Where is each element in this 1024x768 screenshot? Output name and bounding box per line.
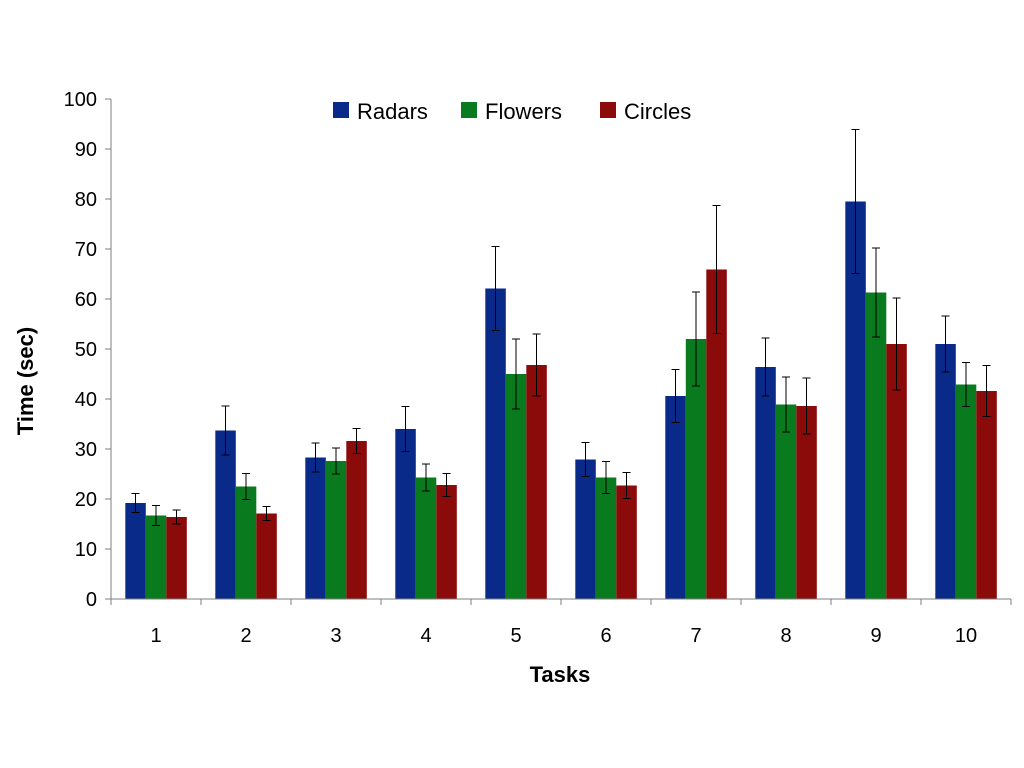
bar-circles-task-9	[886, 344, 907, 599]
x-tick-label-4: 4	[420, 625, 431, 647]
bar-flowers-task-2	[235, 486, 257, 599]
bar-radars-task-10	[935, 344, 956, 599]
error-bars-group	[131, 129, 991, 526]
axes-group: 0 10 20 30 40 50 60 70 80 90 100 1 2 3 4 5 6 7 8 9 10	[64, 89, 1012, 647]
legend-swatch-radars	[333, 102, 349, 118]
bar-radars-task-2	[215, 430, 236, 599]
bar-flowers-task-10	[955, 384, 977, 599]
y-tick-label-70: 70	[75, 239, 97, 261]
x-tick-label-1: 1	[150, 625, 161, 647]
y-tick-label-100: 100	[64, 89, 97, 111]
bar-radars-task-3	[305, 457, 326, 599]
bar-flowers-task-8	[775, 404, 797, 599]
bar-circles-task-4	[436, 485, 457, 599]
bar-circles-task-3	[346, 441, 367, 599]
bar-circles-task-8	[796, 406, 817, 599]
legend-label-radars: Radars	[357, 99, 428, 124]
bar-circles-task-7	[706, 269, 727, 599]
y-tick-label-80: 80	[75, 189, 97, 211]
bar-radars-task-8	[755, 367, 776, 599]
y-axis-title: Time (sec)	[13, 327, 38, 435]
x-tick-label-10: 10	[955, 625, 977, 647]
bar-flowers-task-1	[145, 515, 167, 599]
x-tick-label-6: 6	[600, 625, 611, 647]
y-tick-label-0: 0	[86, 589, 97, 611]
legend-label-circles: Circles	[624, 99, 691, 124]
bar-flowers-task-7	[685, 339, 707, 599]
bar-flowers-task-5	[505, 374, 527, 599]
y-tick-label-50: 50	[75, 339, 97, 361]
x-tick-label-7: 7	[690, 625, 701, 647]
bar-flowers-task-6	[595, 477, 617, 599]
y-tick-label-10: 10	[75, 539, 97, 561]
bar-radars-task-9	[845, 201, 866, 599]
bar-circles-task-10	[976, 391, 997, 599]
x-axis-title: Tasks	[530, 662, 591, 687]
y-tick-label-90: 90	[75, 139, 97, 161]
bar-radars-task-4	[395, 429, 416, 599]
legend-swatch-circles	[600, 102, 616, 118]
x-tick-label-2: 2	[240, 625, 251, 647]
legend-swatch-flowers	[461, 102, 477, 118]
bar-circles-task-2	[256, 513, 277, 599]
y-tick-label-40: 40	[75, 389, 97, 411]
bar-radars-task-6	[575, 459, 596, 599]
bar-circles-task-1	[166, 517, 187, 599]
bar-flowers-task-4	[415, 477, 437, 599]
legend-label-flowers: Flowers	[485, 99, 562, 124]
y-tick-label-60: 60	[75, 289, 97, 311]
bar-circles-task-6	[616, 485, 637, 599]
x-tick-label-5: 5	[510, 625, 521, 647]
y-tick-label-30: 30	[75, 439, 97, 461]
bar-radars-task-5	[485, 288, 506, 599]
x-tick-label-8: 8	[780, 625, 791, 647]
bar-circles-task-5	[526, 365, 547, 599]
bar-flowers-task-3	[325, 461, 347, 599]
x-tick-label-3: 3	[330, 625, 341, 647]
bars-group	[125, 201, 997, 599]
bar-radars-task-7	[665, 396, 686, 599]
legend: Radars Flowers Circles	[333, 99, 691, 124]
x-tick-label-9: 9	[870, 625, 881, 647]
y-tick-label-20: 20	[75, 489, 97, 511]
bar-radars-task-1	[125, 503, 146, 599]
bar-flowers-task-9	[865, 292, 887, 599]
